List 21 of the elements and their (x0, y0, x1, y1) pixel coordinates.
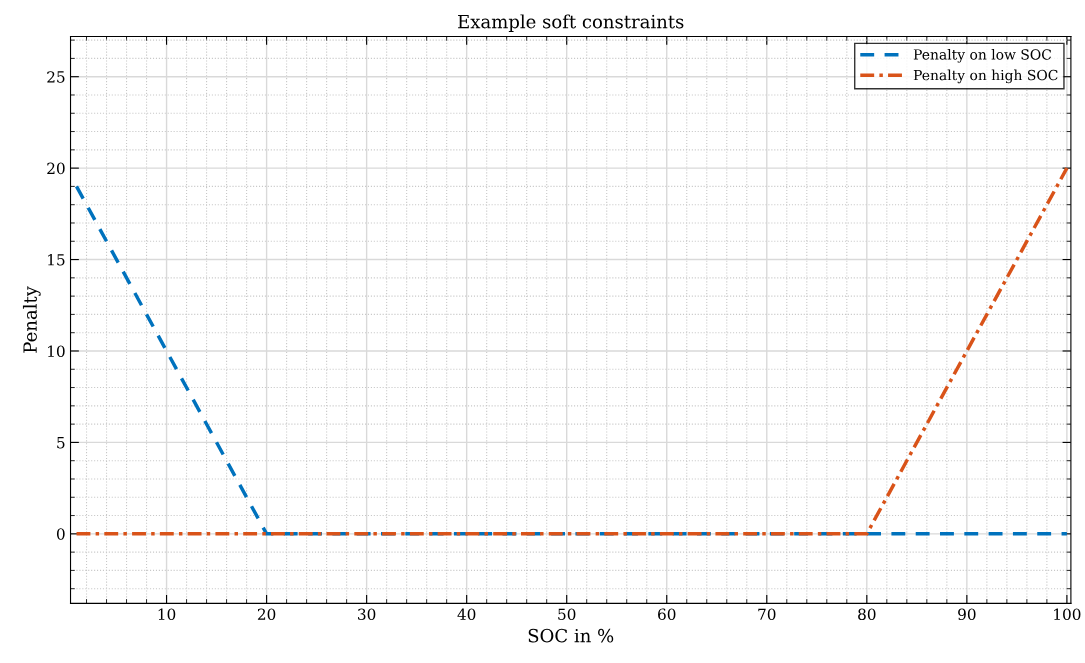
x-axis-title: SOC in % (528, 628, 614, 643)
x-tick-label: 50 (558, 608, 576, 621)
x-tick-label: 70 (758, 608, 776, 621)
x-tick-label: 10 (158, 608, 176, 621)
x-tick-label: 90 (958, 608, 976, 621)
x-tick-label: 20 (257, 608, 276, 621)
y-tick-label: 20 (47, 162, 65, 175)
y-tick-label: 15 (48, 254, 65, 266)
y-tick-label: 10 (48, 345, 65, 358)
x-tick-label: 80 (858, 608, 876, 621)
y-tick-label: 25 (47, 71, 65, 83)
legend-label: Penalty on low SOC (913, 48, 1052, 63)
y-axis-title: Penalty (22, 286, 41, 353)
chart-title: Example soft constraints (458, 14, 684, 32)
x-tick-label: 40 (457, 608, 476, 621)
legend-label: Penalty on high SOC (913, 69, 1058, 84)
y-tick-label: 0 (56, 528, 65, 540)
x-tick-label: 60 (658, 608, 676, 621)
x-tick-label: 30 (358, 608, 376, 621)
y-tick-label: 5 (57, 437, 65, 449)
x-tick-label: 100 (1054, 608, 1081, 621)
